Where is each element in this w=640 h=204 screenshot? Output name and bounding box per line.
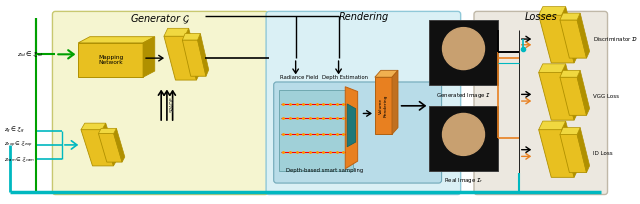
Text: $z_{id}\in\mathcal{Z}_{id}$: $z_{id}\in\mathcal{Z}_{id}$ xyxy=(17,49,44,59)
Text: $z_{exp}\in\mathcal{Z}_{exp}$: $z_{exp}\in\mathcal{Z}_{exp}$ xyxy=(4,140,33,150)
Bar xyxy=(429,20,498,85)
Text: Discriminator $\mathcal{D}$: Discriminator $\mathcal{D}$ xyxy=(593,35,638,43)
Text: Radiance Field: Radiance Field xyxy=(280,75,319,80)
Polygon shape xyxy=(114,128,125,162)
Polygon shape xyxy=(198,33,209,76)
Text: Losses: Losses xyxy=(524,12,557,22)
Polygon shape xyxy=(561,121,579,177)
Polygon shape xyxy=(560,128,580,134)
Polygon shape xyxy=(164,36,196,80)
Text: ID Loss: ID Loss xyxy=(593,151,613,156)
Polygon shape xyxy=(561,64,579,120)
Text: Real Image $\mathcal{I}_r$: Real Image $\mathcal{I}_r$ xyxy=(444,176,483,185)
Polygon shape xyxy=(539,7,566,15)
Polygon shape xyxy=(182,33,200,40)
Text: Generator $\mathcal{G}$: Generator $\mathcal{G}$ xyxy=(130,12,190,26)
Polygon shape xyxy=(539,130,574,177)
FancyBboxPatch shape xyxy=(266,11,461,194)
Text: Generated Image $\mathcal{I}$: Generated Image $\mathcal{I}$ xyxy=(436,91,491,100)
Bar xyxy=(375,77,392,134)
FancyBboxPatch shape xyxy=(274,82,442,183)
FancyBboxPatch shape xyxy=(52,11,268,194)
Polygon shape xyxy=(185,28,200,80)
Polygon shape xyxy=(99,133,122,162)
Polygon shape xyxy=(560,70,580,77)
Bar xyxy=(429,106,498,171)
Text: Rendering: Rendering xyxy=(339,12,388,22)
Polygon shape xyxy=(539,121,566,130)
Circle shape xyxy=(442,113,484,155)
Polygon shape xyxy=(560,134,586,173)
Polygon shape xyxy=(99,128,116,133)
Polygon shape xyxy=(539,72,574,120)
Bar xyxy=(78,43,143,77)
Text: Depth Estimation: Depth Estimation xyxy=(323,75,368,80)
Polygon shape xyxy=(182,40,206,76)
FancyBboxPatch shape xyxy=(474,11,607,194)
Polygon shape xyxy=(347,104,356,147)
Polygon shape xyxy=(375,70,398,77)
Text: Mapping
Network: Mapping Network xyxy=(98,55,124,65)
Text: $z_{cam}\in\mathcal{Z}_{cam}$: $z_{cam}\in\mathcal{Z}_{cam}$ xyxy=(4,155,35,164)
Polygon shape xyxy=(560,77,586,115)
Text: Depth-based smart sampling: Depth-based smart sampling xyxy=(285,167,363,173)
Text: VGG Loss: VGG Loss xyxy=(593,94,620,99)
Polygon shape xyxy=(560,13,580,20)
Polygon shape xyxy=(577,13,589,58)
Polygon shape xyxy=(539,15,574,63)
Polygon shape xyxy=(280,90,353,171)
Polygon shape xyxy=(81,123,106,130)
Polygon shape xyxy=(539,64,566,72)
Polygon shape xyxy=(392,70,398,134)
Polygon shape xyxy=(78,37,155,43)
Polygon shape xyxy=(81,130,113,166)
Polygon shape xyxy=(345,87,358,169)
Polygon shape xyxy=(561,7,579,63)
Polygon shape xyxy=(560,20,586,58)
Text: SPADE: SPADE xyxy=(169,96,174,112)
Polygon shape xyxy=(577,128,589,173)
Polygon shape xyxy=(577,70,589,115)
Circle shape xyxy=(442,28,484,70)
Polygon shape xyxy=(143,37,155,77)
Text: $z_g\in\mathcal{Z}_g$: $z_g\in\mathcal{Z}_g$ xyxy=(4,125,25,136)
Text: Volume
Rendering: Volume Rendering xyxy=(379,95,388,117)
Polygon shape xyxy=(164,28,189,36)
Polygon shape xyxy=(102,123,117,166)
